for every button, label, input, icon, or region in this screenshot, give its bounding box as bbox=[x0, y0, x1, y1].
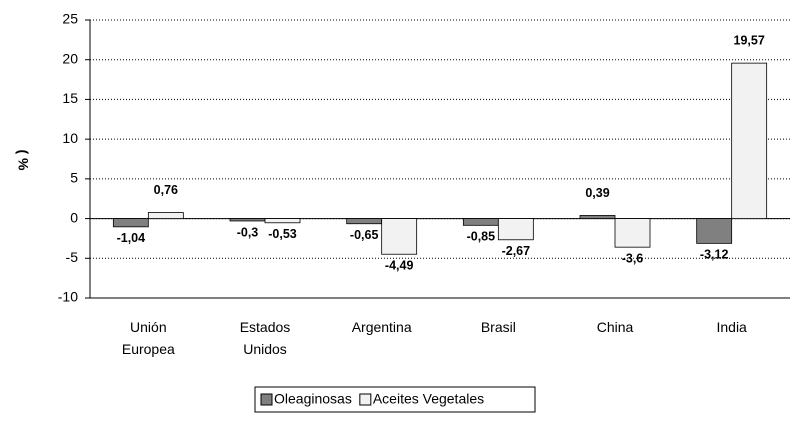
bar bbox=[731, 62, 768, 219]
y-axis-label: ( % bbox=[15, 150, 31, 172]
data-label: -1,04 bbox=[117, 231, 146, 245]
y-tick-label: -5 bbox=[66, 249, 79, 265]
bar bbox=[264, 218, 301, 224]
x-tick-label: Brasil bbox=[481, 319, 516, 335]
legend-swatch bbox=[359, 393, 372, 406]
data-label: -3,12 bbox=[700, 248, 729, 262]
y-tick-label: 15 bbox=[62, 90, 78, 106]
y-tick-label: 5 bbox=[70, 170, 78, 186]
y-tick-label: -10 bbox=[58, 289, 78, 305]
y-tick-label: 10 bbox=[62, 130, 78, 146]
x-tick-line: Unidos bbox=[243, 341, 287, 357]
x-tick-label: Estados Unidos bbox=[240, 319, 291, 357]
legend-swatch bbox=[260, 393, 273, 406]
data-label: -0,3 bbox=[237, 225, 259, 239]
x-tick-line: Europea bbox=[122, 341, 175, 357]
x-tick-line: Argentina bbox=[352, 319, 412, 335]
y-tick-label: 25 bbox=[62, 11, 78, 27]
bar bbox=[579, 215, 616, 219]
x-tick-line: Brasil bbox=[481, 319, 516, 335]
bar bbox=[229, 218, 266, 222]
data-label: -3,6 bbox=[622, 251, 644, 265]
x-tick-label: India bbox=[716, 319, 747, 335]
y-tick-label: 0 bbox=[70, 209, 78, 225]
data-label: 0,76 bbox=[154, 183, 178, 197]
data-label: 0,39 bbox=[585, 186, 609, 200]
data-label: -4,49 bbox=[385, 259, 414, 273]
bar bbox=[497, 218, 534, 241]
x-tick-line: Unión bbox=[130, 319, 167, 335]
x-tick-label: Unión Europea bbox=[122, 319, 175, 357]
legend-label: Oleaginosas bbox=[274, 391, 352, 407]
legend-label: Aceites Vegetales bbox=[373, 391, 484, 407]
data-label: -0,85 bbox=[467, 230, 496, 244]
data-label: 19,57 bbox=[734, 33, 765, 47]
bar bbox=[462, 218, 499, 226]
bar bbox=[614, 218, 651, 248]
x-tick-label: Argentina bbox=[352, 319, 412, 335]
bar bbox=[381, 218, 418, 255]
x-tick-label: China bbox=[597, 319, 634, 335]
x-tick-line: India bbox=[716, 319, 747, 335]
y-tick-label: 20 bbox=[62, 50, 78, 66]
bar bbox=[346, 218, 383, 225]
bar bbox=[696, 218, 733, 244]
data-label: -0,65 bbox=[350, 228, 379, 242]
bar bbox=[112, 218, 149, 228]
legend-box bbox=[254, 386, 536, 413]
x-tick-line: China bbox=[597, 319, 634, 335]
data-label: -0,53 bbox=[268, 227, 297, 241]
data-label: -2,67 bbox=[502, 244, 531, 258]
bar bbox=[147, 212, 184, 219]
x-tick-line: Estados bbox=[240, 319, 291, 335]
